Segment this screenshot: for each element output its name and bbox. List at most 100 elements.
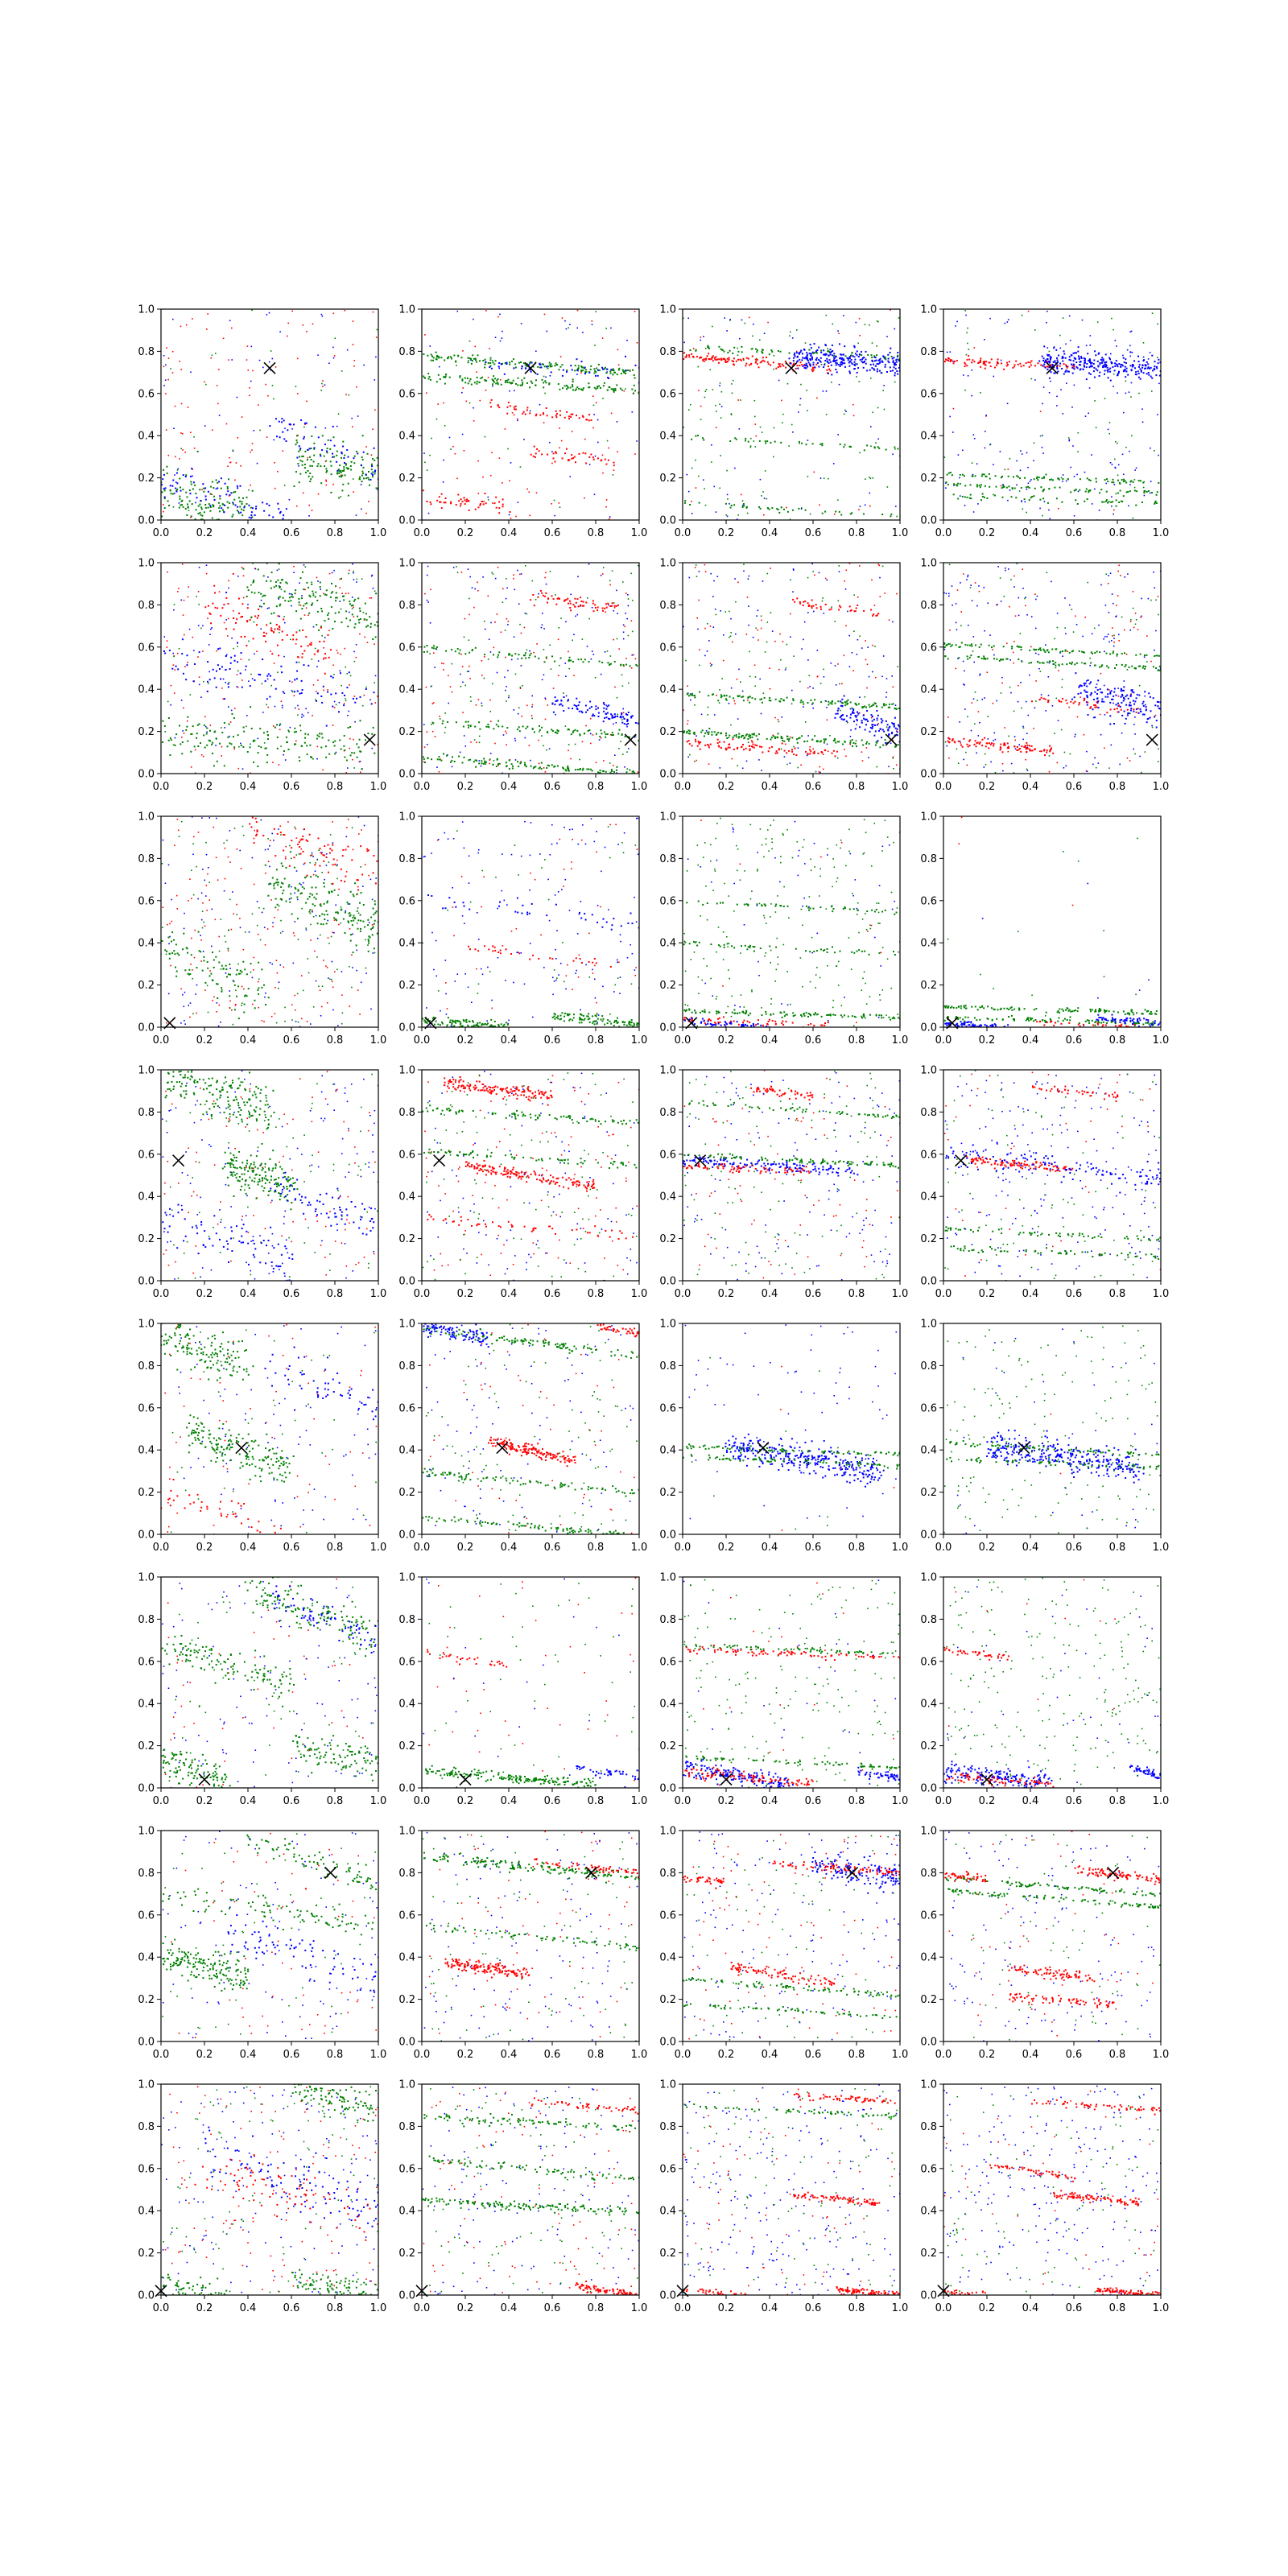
scatter-point <box>1125 392 1127 394</box>
scatter-point <box>628 682 630 684</box>
scatter-point <box>897 666 898 667</box>
scatter-point <box>565 384 568 386</box>
scatter-point <box>601 662 604 663</box>
scatter-point <box>344 647 346 650</box>
scatter-point <box>499 313 501 316</box>
x-tick-label: 0.2 <box>457 527 474 539</box>
scatter-point <box>279 629 281 631</box>
scatter-point <box>293 565 295 568</box>
scatter-point <box>225 423 228 425</box>
scatter-point <box>784 361 786 362</box>
scatter-point <box>616 638 618 640</box>
scatter-point <box>368 471 369 473</box>
scatter-point <box>622 664 625 667</box>
scatter-point <box>531 704 534 706</box>
scatter-point <box>699 649 700 650</box>
scatter-point <box>608 378 610 379</box>
scatter-point <box>560 700 563 702</box>
scatter-point <box>572 604 575 606</box>
scatter-point <box>495 724 497 726</box>
x-tick-label: 0.4 <box>501 527 518 539</box>
scatter-point <box>588 386 590 389</box>
scatter-point <box>1050 371 1052 374</box>
scatter-point <box>197 656 199 658</box>
scatter-point <box>733 504 736 506</box>
scatter-point <box>339 601 341 602</box>
scatter-point <box>630 667 633 669</box>
scatter-point <box>893 768 894 770</box>
scatter-point <box>169 754 171 756</box>
scatter-point <box>608 447 609 449</box>
scatter-point <box>356 578 358 580</box>
scatter-point <box>358 621 361 624</box>
scatter-point <box>259 728 262 730</box>
scatter-point <box>215 686 217 688</box>
scatter-point <box>203 734 205 737</box>
scatter-point <box>811 356 813 358</box>
scatter-point <box>285 508 287 510</box>
scatter-point <box>259 429 261 431</box>
scatter-point <box>319 581 321 584</box>
scatter-point <box>683 317 684 320</box>
scatter-point <box>599 771 601 774</box>
scatter-point <box>1089 335 1092 336</box>
scatter-point <box>167 739 170 741</box>
scatter-point <box>708 358 710 360</box>
scatter-point <box>469 758 472 761</box>
scatter-point <box>303 605 305 607</box>
scatter-point <box>993 493 994 496</box>
scatter-point <box>349 754 352 757</box>
scatter-point <box>690 699 691 701</box>
scatter-point <box>589 717 592 720</box>
scatter-point <box>498 651 501 654</box>
scatter-point <box>351 752 353 754</box>
scatter-point <box>462 725 464 728</box>
scatter-point <box>881 565 884 568</box>
scatter-point <box>737 347 738 349</box>
scatter-point <box>705 730 708 732</box>
scatter-point <box>580 601 583 602</box>
scatter-point <box>509 480 510 481</box>
scatter-point <box>605 499 608 501</box>
scatter-point <box>580 768 581 770</box>
scatter-point <box>864 696 866 698</box>
scatter-point <box>353 491 354 493</box>
scatter-point <box>424 461 426 464</box>
y-tick-label: 1.0 <box>398 558 415 570</box>
scatter-point <box>440 501 442 503</box>
scatter-point <box>835 364 837 366</box>
scatter-point <box>372 458 374 460</box>
scatter-point <box>1090 362 1092 365</box>
scatter-point <box>684 356 687 358</box>
scatter-point <box>595 402 597 403</box>
scatter-point <box>712 596 714 597</box>
scatter-point <box>1146 491 1148 493</box>
scatter-point <box>179 497 181 500</box>
scatter-point <box>304 566 307 568</box>
scatter-point <box>720 417 722 419</box>
scatter-point <box>225 682 226 683</box>
scatter-point <box>867 646 869 648</box>
scatter-point <box>172 506 175 508</box>
scatter-point <box>242 768 244 770</box>
scatter-point <box>170 704 171 706</box>
scatter-point <box>614 715 617 717</box>
scatter-point <box>285 736 287 738</box>
scatter-point <box>770 441 772 444</box>
scatter-point <box>559 664 560 667</box>
scatter-point <box>741 505 744 506</box>
scatter-point <box>345 467 348 469</box>
scatter-point <box>559 388 561 390</box>
scatter-point <box>837 499 839 501</box>
scatter-point <box>358 761 361 763</box>
scatter-point <box>580 388 582 390</box>
scatter-point <box>352 426 353 427</box>
scatter-point <box>603 760 605 762</box>
scatter-point <box>1020 487 1022 489</box>
scatter-point <box>235 462 237 464</box>
scatter-point <box>763 514 765 516</box>
scatter-point <box>555 452 557 454</box>
scatter-point <box>712 325 713 328</box>
scatter-point <box>303 614 306 616</box>
scatter-point <box>813 610 815 613</box>
